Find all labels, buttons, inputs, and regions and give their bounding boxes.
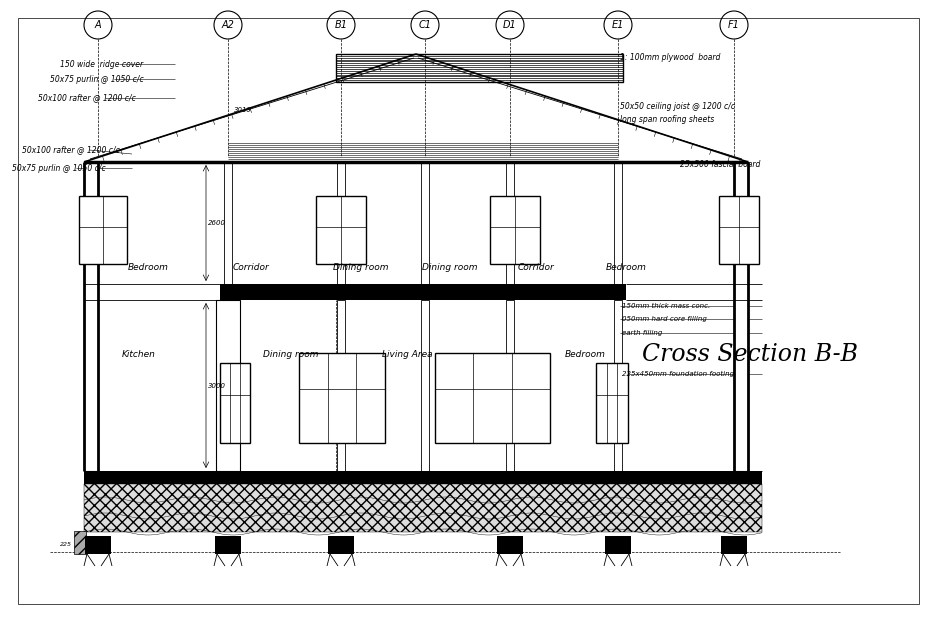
- Bar: [79, 196, 127, 264]
- Text: Corridor: Corridor: [517, 263, 554, 272]
- Bar: [315, 196, 366, 264]
- Bar: [74, 531, 86, 554]
- Bar: [84, 162, 98, 471]
- Text: A2: A2: [221, 20, 234, 30]
- Bar: [220, 284, 625, 300]
- Bar: [337, 300, 344, 471]
- Text: B1: B1: [334, 20, 347, 30]
- Text: Corridor: Corridor: [232, 263, 270, 272]
- Text: E1: E1: [611, 20, 623, 30]
- Bar: [328, 536, 354, 554]
- Text: Dining room: Dining room: [332, 263, 388, 272]
- Text: Kitchen: Kitchen: [122, 350, 155, 359]
- Text: F1: F1: [727, 20, 739, 30]
- Text: 50x50 ceiling joist @ 1200 c/c: 50x50 ceiling joist @ 1200 c/c: [620, 101, 735, 111]
- Text: D1: D1: [503, 20, 517, 30]
- Text: 225x450mm foundation footing: 225x450mm foundation footing: [622, 371, 733, 377]
- Bar: [720, 536, 746, 554]
- Bar: [434, 353, 549, 443]
- Bar: [85, 536, 110, 554]
- Bar: [420, 300, 429, 471]
- Bar: [224, 300, 232, 471]
- Text: Dining room: Dining room: [262, 350, 318, 359]
- Bar: [299, 353, 385, 443]
- Bar: [336, 54, 622, 82]
- Bar: [595, 363, 627, 443]
- Text: 3019: 3019: [234, 106, 252, 113]
- Text: 25x500 fascia  board: 25x500 fascia board: [680, 159, 759, 169]
- Bar: [490, 196, 539, 264]
- Text: 3000: 3000: [208, 383, 226, 389]
- Bar: [505, 162, 514, 284]
- Bar: [216, 300, 240, 471]
- Text: earth filling: earth filling: [622, 330, 662, 336]
- Text: 1: 100mm plywood  board: 1: 100mm plywood board: [620, 52, 720, 62]
- Text: 50x100 rafter @ 1200 c/c: 50x100 rafter @ 1200 c/c: [22, 146, 120, 154]
- Bar: [505, 300, 514, 471]
- Bar: [420, 162, 429, 284]
- Text: Bedroom: Bedroom: [605, 263, 646, 272]
- Text: 50x75 purlin @ 1050 c/c: 50x75 purlin @ 1050 c/c: [12, 164, 106, 172]
- Bar: [224, 162, 232, 284]
- Bar: [733, 162, 747, 471]
- Text: C1: C1: [418, 20, 431, 30]
- Bar: [220, 363, 250, 443]
- Text: 50x100 rafter @ 1200 c/c: 50x100 rafter @ 1200 c/c: [38, 93, 136, 103]
- Bar: [613, 300, 622, 471]
- Bar: [337, 162, 344, 284]
- Bar: [214, 536, 241, 554]
- Text: Cross Section B-B: Cross Section B-B: [641, 343, 857, 366]
- Bar: [605, 536, 630, 554]
- Text: 150mm thick mass conc.: 150mm thick mass conc.: [622, 303, 709, 309]
- Bar: [84, 484, 761, 532]
- Text: Dining room: Dining room: [421, 263, 477, 272]
- Text: Bedroom: Bedroom: [564, 350, 606, 359]
- Text: 050mm hard core filling: 050mm hard core filling: [622, 316, 706, 322]
- Text: A: A: [95, 20, 101, 30]
- Text: Bedroom: Bedroom: [127, 263, 168, 272]
- Text: 2600: 2600: [208, 220, 226, 226]
- Text: 50x75 purlin @ 1050 c/c: 50x75 purlin @ 1050 c/c: [50, 75, 143, 83]
- Text: 150 wide  ridge cover: 150 wide ridge cover: [60, 60, 143, 68]
- Bar: [718, 196, 758, 264]
- Bar: [613, 162, 622, 284]
- Text: Living Area: Living Area: [382, 350, 432, 359]
- Bar: [84, 471, 761, 484]
- Text: 225: 225: [60, 542, 72, 547]
- Text: long span roofing sheets: long span roofing sheets: [620, 114, 713, 124]
- Bar: [496, 536, 522, 554]
